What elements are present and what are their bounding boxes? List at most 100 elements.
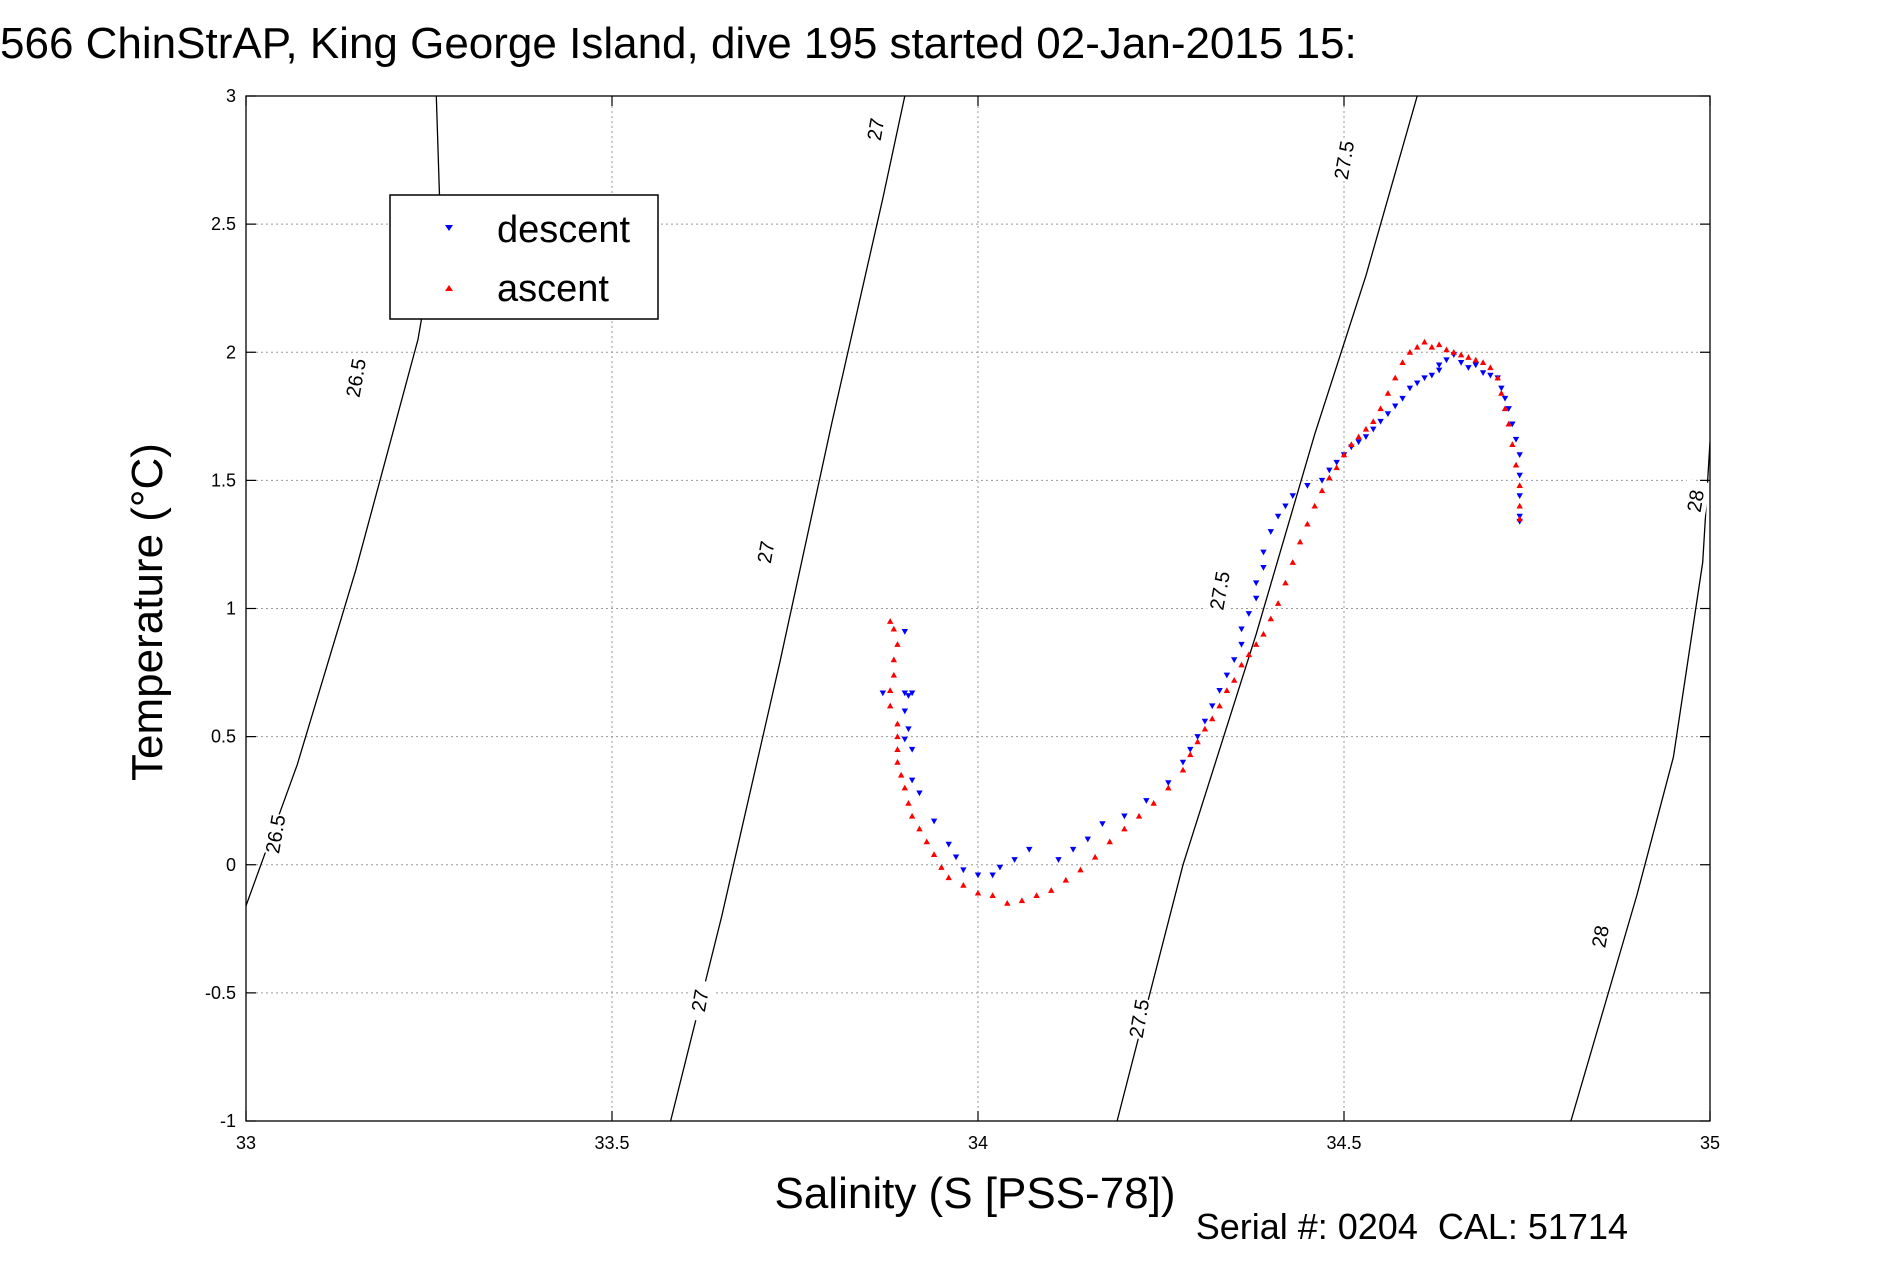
data-point-descent xyxy=(1055,857,1062,863)
data-point-ascent xyxy=(1282,579,1289,586)
data-point-ascent xyxy=(1384,390,1392,396)
data-point-descent xyxy=(1267,529,1274,535)
data-point-descent xyxy=(1406,385,1414,392)
data-point-ascent xyxy=(1223,687,1231,694)
data-point-ascent xyxy=(1231,677,1238,683)
data-point-descent xyxy=(901,736,908,743)
data-point-descent xyxy=(960,867,967,874)
data-point-ascent xyxy=(894,733,901,740)
data-point-descent xyxy=(1501,395,1509,402)
contour-label-bg xyxy=(1328,138,1360,182)
data-point-descent xyxy=(1238,626,1245,633)
y-axis-label: Temperature (°C) xyxy=(123,443,172,781)
data-point-descent xyxy=(1355,439,1362,446)
data-point-ascent xyxy=(1457,351,1465,358)
data-point-ascent xyxy=(1472,356,1479,363)
legend-marker-ascent xyxy=(445,285,453,291)
contour-label-bg xyxy=(340,356,372,400)
data-point-descent xyxy=(1143,798,1150,804)
data-point-descent xyxy=(1209,703,1216,710)
data-point-descent xyxy=(901,708,908,715)
y-tick-label: 3 xyxy=(226,86,236,106)
data-point-ascent xyxy=(1501,405,1509,412)
contour-label-text: 28 xyxy=(1588,924,1614,950)
data-point-ascent xyxy=(1512,461,1520,468)
data-point-ascent xyxy=(1304,520,1311,527)
data-point-descent xyxy=(1252,595,1260,602)
data-point-descent xyxy=(1362,434,1370,441)
data-point-descent xyxy=(908,777,916,784)
contour-label-text: 27 xyxy=(754,539,780,565)
data-point-descent xyxy=(1252,580,1260,587)
data-point-ascent xyxy=(1033,892,1040,899)
data-point-ascent xyxy=(938,864,945,870)
data-point-descent xyxy=(1179,759,1187,766)
data-point-descent xyxy=(1289,493,1296,499)
data-point-ascent xyxy=(1516,515,1523,522)
contour-label: 27.5 xyxy=(1328,138,1360,182)
contour-line-27 xyxy=(669,96,906,1121)
y-axis-ticks: -1 -0.5 0 0.5 1 1.5 2 2.5 3 xyxy=(205,86,1710,1131)
data-point-ascent xyxy=(905,800,912,806)
data-point-descent xyxy=(1512,436,1520,443)
data-point-ascent xyxy=(1289,559,1296,565)
data-point-ascent xyxy=(894,759,901,765)
x-axis-label: Salinity (S [PSS-78]) xyxy=(774,1169,1175,1218)
contour-line-28 xyxy=(1570,441,1710,1121)
contour-label: 27.5 xyxy=(1123,996,1155,1041)
data-point-ascent xyxy=(1216,702,1223,709)
footer-serial-cal: Serial #: 0204 CAL: 51714 xyxy=(1196,1206,1628,1247)
data-point-descent xyxy=(1084,836,1091,843)
data-point-ascent xyxy=(1443,346,1450,353)
data-point-descent xyxy=(1435,367,1443,374)
data-point-ascent xyxy=(1187,751,1194,758)
data-point-descent xyxy=(1421,375,1428,382)
data-point-ascent xyxy=(894,641,901,647)
data-point-descent xyxy=(1465,365,1472,371)
contour-label-bg xyxy=(750,530,781,574)
data-point-descent xyxy=(905,726,912,733)
data-point-ascent xyxy=(1428,343,1436,350)
data-point-ascent xyxy=(1516,502,1523,509)
data-point-descent xyxy=(952,854,960,861)
data-point-ascent xyxy=(989,892,996,899)
y-tick-label: -1 xyxy=(220,1111,236,1131)
y-tick-label: -0.5 xyxy=(205,983,236,1003)
data-point-ascent xyxy=(916,825,923,832)
data-point-descent xyxy=(1516,472,1523,479)
data-point-descent xyxy=(1260,564,1267,571)
data-point-descent xyxy=(1384,411,1392,417)
data-point-descent xyxy=(996,864,1004,871)
x-axis-ticks: 33 33.5 34 34.5 35 xyxy=(236,96,1720,1153)
data-point-descent xyxy=(1498,385,1505,392)
data-point-descent xyxy=(908,690,916,697)
data-point-ascent xyxy=(1516,482,1523,489)
data-point-ascent xyxy=(1267,615,1274,622)
contour-label: 28 xyxy=(1680,479,1711,523)
contour-label: 28 xyxy=(1584,914,1616,959)
data-point-ascent xyxy=(1435,341,1443,348)
y-tick-label: 0 xyxy=(226,855,236,875)
data-point-ascent xyxy=(1296,538,1304,545)
contour-label-bg xyxy=(1204,568,1235,613)
data-point-ascent xyxy=(908,812,916,819)
x-tick-label: 34 xyxy=(968,1133,988,1153)
series-descent xyxy=(879,352,1523,879)
data-point-ascent xyxy=(1048,887,1055,893)
data-point-descent xyxy=(916,790,923,797)
data-point-descent xyxy=(1414,380,1421,387)
data-point-descent xyxy=(1370,426,1377,433)
data-point-ascent xyxy=(1340,451,1348,458)
data-point-ascent xyxy=(1370,418,1377,424)
data-point-ascent xyxy=(1355,433,1362,440)
data-point-ascent xyxy=(1326,474,1333,481)
contour-label-text: 28 xyxy=(1684,488,1710,514)
data-point-ascent xyxy=(1399,359,1406,366)
y-tick-label: 0.5 xyxy=(211,727,236,747)
data-point-ascent xyxy=(1179,766,1187,773)
data-point-descent xyxy=(1435,362,1443,369)
data-point-ascent xyxy=(1018,897,1026,904)
data-point-ascent xyxy=(1252,641,1260,647)
data-point-descent xyxy=(1099,821,1106,827)
